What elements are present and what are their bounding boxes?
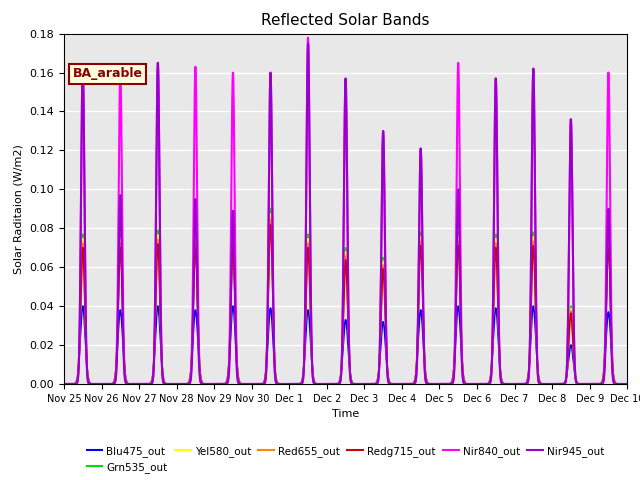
Redg715_out — [623, 381, 630, 387]
Blu475_out — [60, 381, 68, 387]
Nir945_out — [472, 381, 480, 387]
Red655_out — [60, 381, 68, 387]
Blu475_out — [504, 381, 512, 387]
Nir840_out — [623, 381, 630, 387]
Blu475_out — [472, 381, 480, 387]
Grn535_out — [441, 381, 449, 387]
Nir945_out — [60, 381, 68, 387]
Legend: Blu475_out, Grn535_out, Yel580_out, Red655_out, Redg715_out, Nir840_out, Nir945_: Blu475_out, Grn535_out, Yel580_out, Red6… — [83, 442, 609, 477]
Nir945_out — [441, 381, 449, 387]
Red655_out — [472, 381, 480, 387]
Red655_out — [623, 381, 630, 387]
Blu475_out — [623, 381, 630, 387]
Yel580_out — [623, 381, 630, 387]
Redg715_out — [60, 381, 68, 387]
Nir840_out — [304, 35, 312, 41]
Yel580_out — [472, 381, 480, 387]
Red655_out — [441, 381, 449, 387]
Blu475_out — [325, 381, 333, 387]
Line: Blu475_out: Blu475_out — [64, 306, 627, 384]
Line: Redg715_out: Redg715_out — [64, 225, 627, 384]
Blu475_out — [161, 380, 169, 386]
Title: Reflected Solar Bands: Reflected Solar Bands — [261, 13, 430, 28]
Grn535_out — [325, 381, 333, 387]
Blu475_out — [79, 303, 86, 309]
Nir945_out — [325, 381, 333, 387]
Redg715_out — [441, 381, 449, 387]
Blu475_out — [441, 381, 449, 387]
X-axis label: Time: Time — [332, 409, 359, 419]
Red655_out — [267, 216, 275, 222]
Nir840_out — [325, 381, 333, 387]
Nir945_out — [504, 381, 512, 387]
Nir840_out — [161, 381, 169, 387]
Yel580_out — [623, 381, 631, 387]
Redg715_out — [623, 381, 631, 387]
Redg715_out — [504, 381, 512, 387]
Yel580_out — [60, 381, 68, 387]
Line: Nir945_out: Nir945_out — [64, 44, 627, 384]
Yel580_out — [267, 211, 275, 217]
Redg715_out — [325, 381, 333, 387]
Y-axis label: Solar Raditaion (W/m2): Solar Raditaion (W/m2) — [14, 144, 24, 274]
Red655_out — [325, 381, 333, 387]
Grn535_out — [623, 381, 630, 387]
Line: Yel580_out: Yel580_out — [64, 214, 627, 384]
Nir840_out — [504, 381, 512, 387]
Nir840_out — [472, 381, 480, 387]
Grn535_out — [623, 381, 631, 387]
Nir945_out — [623, 381, 631, 387]
Nir945_out — [304, 41, 312, 47]
Red655_out — [623, 381, 631, 387]
Grn535_out — [161, 381, 169, 386]
Line: Grn535_out: Grn535_out — [64, 209, 627, 384]
Nir840_out — [623, 381, 631, 387]
Line: Red655_out: Red655_out — [64, 219, 627, 384]
Yel580_out — [441, 381, 449, 387]
Line: Nir840_out: Nir840_out — [64, 38, 627, 384]
Text: BA_arable: BA_arable — [72, 67, 143, 80]
Yel580_out — [504, 381, 512, 387]
Nir840_out — [441, 381, 449, 387]
Grn535_out — [60, 381, 68, 387]
Grn535_out — [472, 381, 480, 387]
Red655_out — [161, 381, 169, 386]
Redg715_out — [267, 222, 275, 228]
Redg715_out — [472, 381, 480, 387]
Redg715_out — [161, 381, 169, 386]
Grn535_out — [504, 381, 512, 387]
Yel580_out — [325, 381, 333, 387]
Yel580_out — [161, 381, 169, 386]
Grn535_out — [267, 206, 275, 212]
Blu475_out — [623, 381, 631, 387]
Nir945_out — [161, 381, 169, 387]
Nir945_out — [623, 381, 630, 387]
Red655_out — [504, 381, 512, 387]
Nir840_out — [60, 381, 68, 387]
